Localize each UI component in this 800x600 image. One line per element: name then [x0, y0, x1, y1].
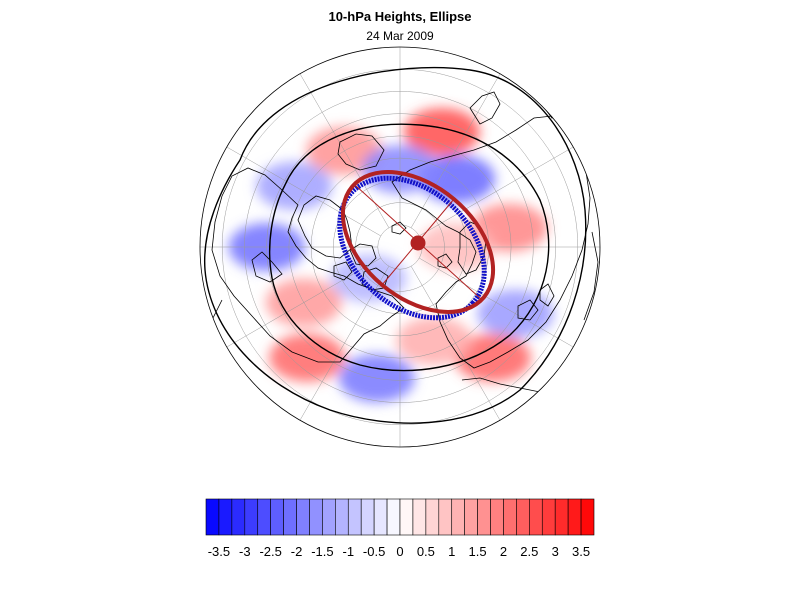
colorbar-tick-label: 2.5 [520, 544, 538, 559]
colorbar-cell [490, 498, 504, 536]
colorbar-tick-label: 1 [448, 544, 455, 559]
graticule-meridian [226, 146, 381, 237]
colorbar-cell [412, 498, 427, 536]
graticule-meridian [410, 266, 501, 421]
colorbar-tick-label: 0 [396, 544, 403, 559]
colorbar-cell [218, 498, 233, 536]
graticule-meridian [419, 257, 574, 348]
coastline-eurasia [391, 115, 591, 369]
ellipse-center-marker [410, 235, 426, 251]
colorbar-cell [257, 498, 271, 536]
colorbar-cell [503, 498, 517, 536]
colorbar-cell [360, 498, 375, 536]
colorbar-tick-label: -3 [239, 544, 251, 559]
colorbar-cells [205, 498, 595, 536]
colorbar-cell [231, 498, 246, 536]
coastline-greenland [297, 195, 353, 259]
colorbar-cell [283, 498, 297, 536]
coastline-iceland [391, 221, 407, 235]
colorbar-cell [347, 498, 362, 536]
graticule-meridian [419, 146, 574, 237]
coastline-arctic-islands-1 [349, 243, 377, 267]
colorbar-cell [373, 498, 388, 536]
colorbar-tick-label: 0.5 [417, 544, 435, 559]
height-contour-inner [269, 123, 550, 372]
colorbar-cell [529, 498, 543, 536]
colorbar-tick-label: -0.5 [363, 544, 385, 559]
coastline-kamchatka [469, 91, 501, 125]
colorbar-tick-label: -3.5 [208, 544, 230, 559]
colorbar-cell [464, 498, 478, 536]
colorbar-cell [399, 498, 414, 536]
anomaly-blob [396, 317, 473, 365]
colorbar-tick-label: -2 [291, 544, 303, 559]
colorbar-cell [386, 498, 401, 536]
graticule-meridian [410, 73, 501, 228]
coastline-north-america [211, 167, 405, 363]
colorbar-cell [322, 498, 336, 536]
colorbar-cell [296, 498, 310, 536]
anomaly-blob [403, 108, 480, 157]
colorbar-tick-label: 3.5 [572, 544, 590, 559]
colorbar-cell [554, 498, 569, 536]
colorbar-cell [541, 498, 556, 536]
coastline-south-asia [583, 231, 599, 321]
chart-subtitle: 24 Mar 2009 [366, 29, 434, 43]
colorbar-tick-label: -2.5 [259, 544, 281, 559]
vortex-ellipses [337, 170, 496, 321]
colorbar-tick-label: 1.5 [469, 544, 487, 559]
colorbar-cell [335, 498, 349, 536]
colorbar-cell [244, 498, 259, 536]
colorbar-cell [205, 498, 220, 536]
colorbar-tick-label: -1.5 [311, 544, 333, 559]
colorbar-tick-labels: -3.5 -3 -2.5 -2 -1.5 -1 -0.5 0 0.5 1 1.5 2 2.5 3 3.5 [208, 544, 590, 559]
colorbar-cell [580, 498, 595, 536]
coastline-svalbard [437, 253, 453, 269]
coastline-alaska [337, 133, 385, 171]
colorbar-cell [567, 498, 582, 536]
colorbar-cell [438, 498, 453, 536]
colorbar-cell [425, 498, 440, 536]
coastline-black-sea [517, 299, 539, 321]
colorbar-cell [451, 498, 465, 536]
colorbar-tick-label: 2 [500, 544, 507, 559]
coastline-hudson-bay [251, 251, 283, 283]
colorbar-cell [270, 498, 284, 536]
coastline-caspian [539, 283, 555, 307]
colorbar-tick-label: -1 [342, 544, 354, 559]
colorbar-cell [309, 498, 323, 536]
anomaly-blob [454, 333, 531, 382]
chart-title: 10-hPa Heights, Ellipse [328, 9, 472, 24]
colorbar-cell [477, 498, 491, 536]
coastline-arctic-islands-3 [333, 261, 353, 281]
height-contours [203, 66, 587, 424]
colorbar-cell [516, 498, 530, 536]
globe-boundary [199, 46, 601, 448]
colorbar-tick-label: 3 [552, 544, 559, 559]
ellipse-blue [337, 175, 487, 321]
height-contour-outer [203, 66, 587, 424]
